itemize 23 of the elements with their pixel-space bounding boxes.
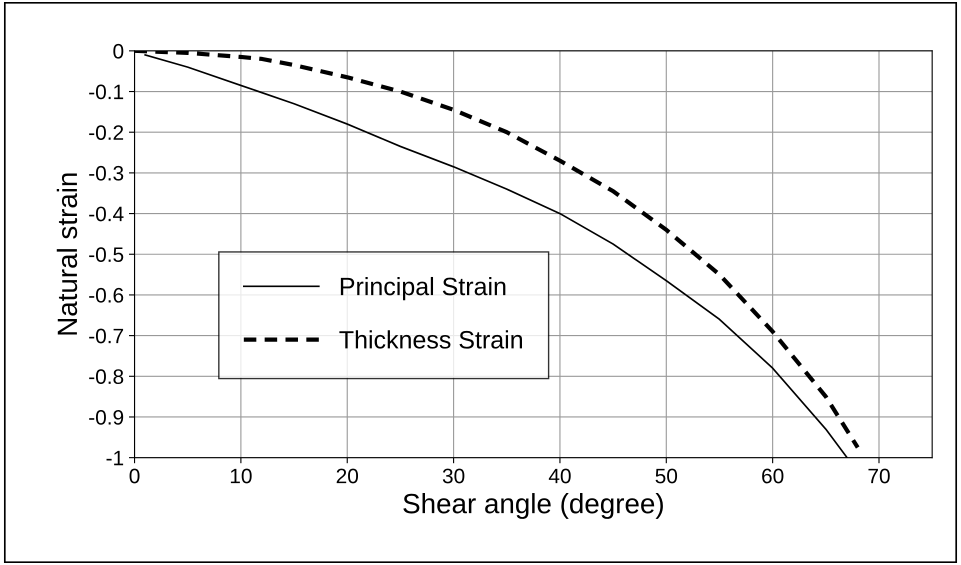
y-tick-label: -0.7 bbox=[89, 328, 124, 344]
y-tick-label: -0.4 bbox=[89, 206, 124, 222]
x-tick-label: 30 bbox=[442, 468, 464, 484]
legend-label: Principal Strain bbox=[340, 276, 506, 300]
x-axis-title: Shear angle (degree) bbox=[403, 493, 663, 519]
y-tick-label: -0.6 bbox=[89, 288, 124, 303]
y-tick-label: -0.5 bbox=[89, 247, 124, 262]
y-tick-label: -0.9 bbox=[89, 410, 124, 425]
y-axis-title: Natural strain bbox=[56, 173, 78, 335]
y-tick-label: 0 bbox=[113, 44, 124, 59]
y-tick-label: -0.8 bbox=[89, 369, 124, 384]
y-tick-label: -0.2 bbox=[89, 125, 124, 140]
x-tick-label: 60 bbox=[762, 468, 784, 484]
x-tick-label: 20 bbox=[336, 468, 358, 484]
y-tick-label: -0.1 bbox=[89, 84, 124, 100]
x-tick-label: 40 bbox=[548, 468, 571, 484]
x-tick-label: 50 bbox=[656, 468, 678, 484]
legend-label: Thickness Strain bbox=[339, 330, 522, 349]
x-tick-label: 10 bbox=[230, 468, 252, 484]
y-tick-label: -0.3 bbox=[89, 166, 124, 181]
y-tick-label: -1 bbox=[106, 450, 124, 466]
x-tick-label: 70 bbox=[868, 468, 890, 484]
x-tick-label: 0 bbox=[130, 468, 140, 484]
